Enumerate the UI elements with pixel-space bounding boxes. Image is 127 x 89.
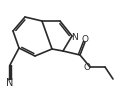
Text: O: O: [82, 35, 89, 44]
Text: N: N: [71, 33, 78, 42]
Text: O: O: [83, 63, 91, 73]
Text: N: N: [6, 78, 14, 87]
